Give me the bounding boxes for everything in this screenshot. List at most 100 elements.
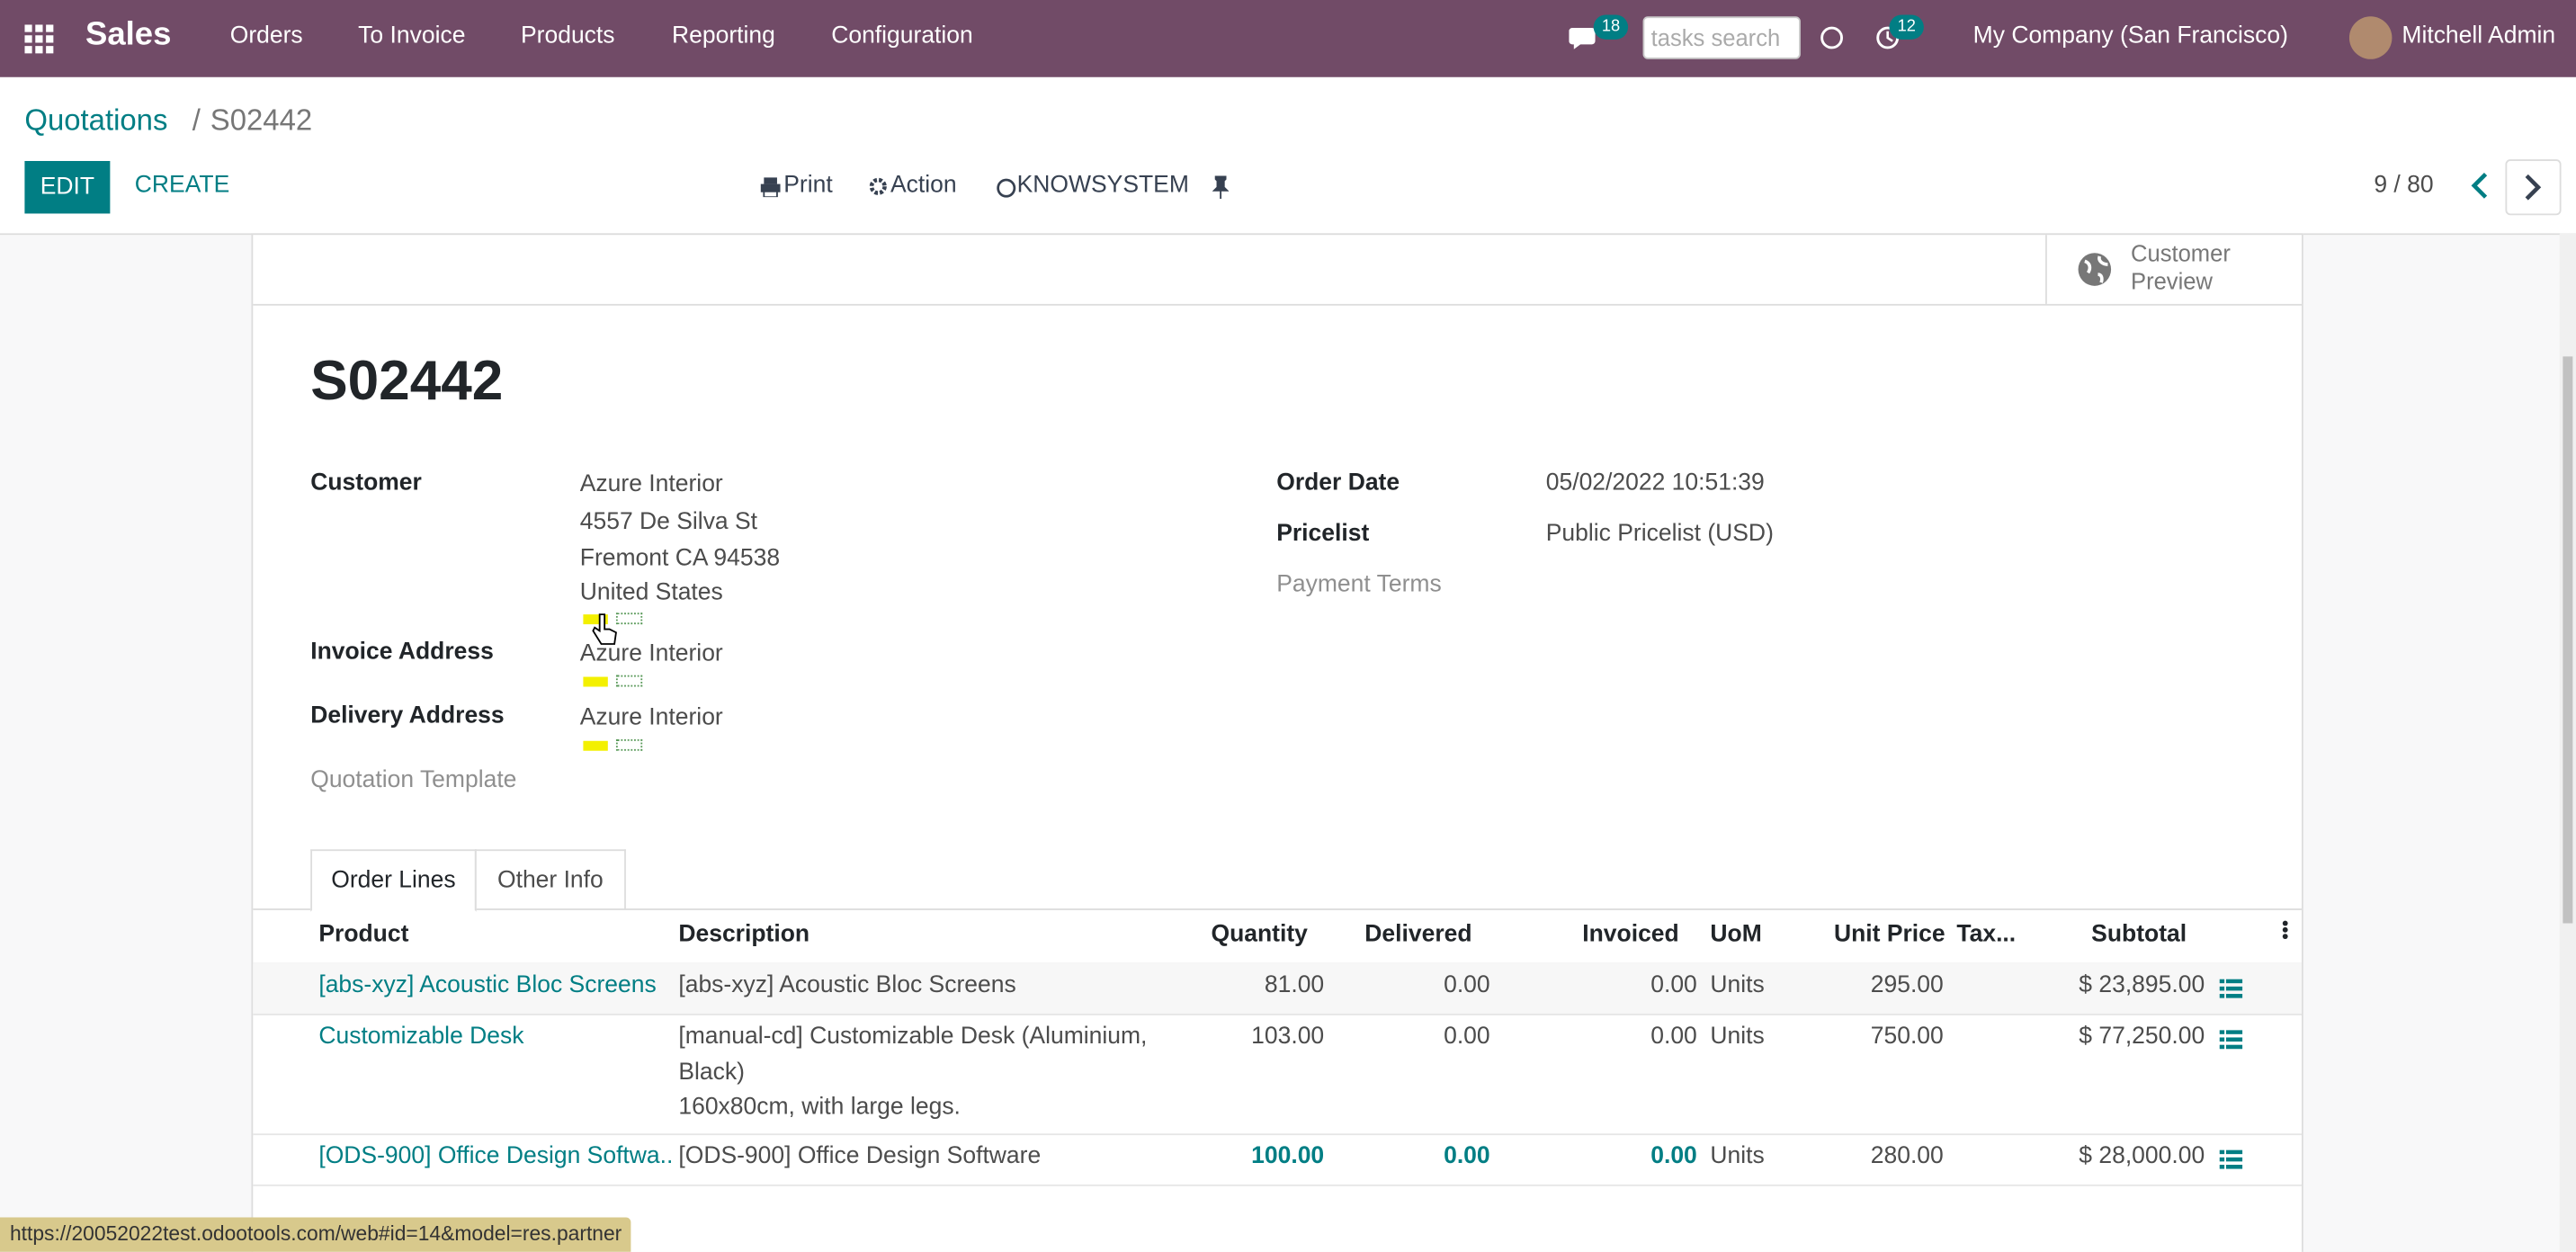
company-switcher[interactable]: My Company (San Francisco): [1972, 22, 2288, 49]
table-cell: 100.00: [1251, 1143, 1325, 1170]
smart-button-text: Customer: [2131, 239, 2231, 266]
product-link[interactable]: [abs-xyz] Acoustic Bloc Screens: [318, 972, 657, 999]
column-header[interactable]: UoM: [1710, 921, 1762, 948]
table-row: [253, 1014, 2302, 1136]
column-header[interactable]: Product: [318, 921, 409, 948]
activity-badge: 12: [1889, 14, 1925, 40]
table-cell: [manual-cd] Customizable Desk (Aluminium…: [678, 1023, 1148, 1121]
sync-icon[interactable]: [1819, 24, 1845, 50]
status-url: https://20052022test.odootools.com/web#i…: [0, 1217, 632, 1252]
action-button[interactable]: Action: [890, 172, 957, 200]
globe-icon: [2078, 253, 2112, 286]
table-row: [253, 1133, 2302, 1186]
scrollbar: [2559, 233, 2576, 1252]
tab-line: [253, 908, 2302, 910]
pager-prev[interactable]: [2464, 171, 2498, 201]
table-cell: 750.00: [1870, 1023, 1944, 1051]
table-cell: $ 28,000.00: [2079, 1143, 2205, 1170]
highlight-marker: [583, 676, 608, 687]
table-cell: 0.00: [1444, 1023, 1490, 1051]
field-label: Payment Terms: [1276, 571, 1442, 598]
field-label: Invoice Address: [310, 639, 494, 666]
form-sheet: Customer Preview S02442 Customer Azure I…: [251, 233, 2303, 1252]
smart-button-text: Preview: [2131, 267, 2213, 294]
row-detail-icon[interactable]: [2219, 976, 2243, 1011]
table-cell: 0.00: [1650, 1143, 1697, 1170]
column-header[interactable]: Unit Price: [1833, 921, 1945, 948]
print-button[interactable]: Print: [783, 172, 833, 200]
table-cell: $ 23,895.00: [2079, 972, 2205, 999]
table-cell: Units: [1710, 972, 1765, 999]
scrollbar-thumb: [2563, 356, 2573, 924]
field-value: Public Pricelist (USD): [1545, 521, 1774, 548]
print-icon: [760, 177, 781, 198]
search-box[interactable]: tasks search: [1642, 16, 1801, 59]
field-label: Order Date: [1276, 470, 1400, 496]
breadcrumb-current: S02442: [210, 103, 313, 137]
highlight-marker: [615, 738, 643, 751]
product-link[interactable]: Customizable Desk: [318, 1023, 524, 1051]
table-cell: 0.00: [1444, 1143, 1490, 1170]
table-cell: 81.00: [1264, 972, 1325, 999]
table-cell: 0.00: [1444, 972, 1490, 999]
edit-button[interactable]: EDIT: [24, 160, 111, 214]
user-menu[interactable]: Mitchell Admin: [2402, 22, 2556, 49]
column-header[interactable]: Description: [678, 921, 810, 948]
table-cell: $ 77,250.00: [2079, 1023, 2205, 1051]
row-detail-icon[interactable]: [2219, 1027, 2243, 1062]
field-label: Quotation Template: [310, 766, 517, 794]
button-box: [253, 235, 2302, 306]
knowsystem-button[interactable]: KNOWSYSTEM: [1016, 172, 1189, 200]
create-button[interactable]: CREATE: [134, 172, 230, 200]
address-line: United States: [579, 579, 723, 606]
search-placeholder: tasks search: [1650, 24, 1781, 51]
table-cell: 280.00: [1870, 1143, 1944, 1170]
breadcrumb-parent[interactable]: Quotations: [24, 103, 168, 137]
pager-next[interactable]: [2505, 159, 2562, 216]
apps-icon[interactable]: [24, 24, 54, 54]
field-value: 05/02/2022 10:51:39: [1545, 470, 1765, 496]
product-link[interactable]: [ODS-900] Office Design Softwa...: [318, 1143, 673, 1170]
breadcrumb-separator: /: [192, 103, 201, 137]
messages-badge: 18: [1593, 14, 1629, 40]
user-avatar[interactable]: [2348, 16, 2393, 59]
delivery-address-link[interactable]: Azure Interior: [579, 704, 723, 731]
menu-item[interactable]: Orders: [229, 22, 303, 49]
table-cell: Units: [1710, 1143, 1765, 1170]
address-line: Fremont CA 94538: [579, 545, 781, 572]
invoice-address-link[interactable]: Azure Interior: [579, 640, 723, 667]
table-cell: Units: [1710, 1023, 1765, 1051]
menu-item[interactable]: Products: [521, 22, 615, 49]
highlight-marker: [615, 675, 643, 687]
app-name[interactable]: Sales: [85, 16, 172, 53]
tab[interactable]: Other Info: [474, 849, 626, 910]
menu-item[interactable]: To Invoice: [358, 22, 466, 49]
column-header[interactable]: Quantity: [1211, 921, 1308, 948]
mouse-cursor: [592, 613, 617, 645]
row-detail-icon[interactable]: [2219, 1147, 2243, 1182]
customer-preview-button[interactable]: Customer Preview: [2045, 235, 2302, 304]
column-header[interactable]: Invoiced: [1582, 921, 1679, 948]
column-header[interactable]: Delivered: [1364, 921, 1472, 948]
column-header[interactable]: Subtotal: [2091, 921, 2187, 948]
knowsystem-icon: [997, 178, 1016, 198]
pin-icon[interactable]: [1212, 175, 1230, 200]
messages-icon[interactable]: [1569, 26, 1598, 50]
table-cell: [abs-xyz] Acoustic Bloc Screens: [678, 972, 1016, 999]
field-label: Customer: [310, 470, 422, 496]
tab-active[interactable]: Order Lines: [310, 849, 477, 912]
field-label: Delivery Address: [310, 702, 505, 729]
table-cell: 0.00: [1650, 972, 1697, 999]
navbar: Sales Orders To Invoice Products Reporti…: [0, 0, 2576, 77]
menu-item[interactable]: Configuration: [831, 22, 973, 49]
table-cell: 103.00: [1251, 1023, 1325, 1051]
table-row: [253, 962, 2302, 1015]
customer-link[interactable]: Azure Interior: [579, 471, 723, 498]
menu-item[interactable]: Reporting: [672, 22, 775, 49]
highlight-marker: [583, 614, 608, 625]
highlight-marker: [615, 613, 643, 625]
column-header[interactable]: Tax...: [1956, 921, 2017, 948]
table-cell: 0.00: [1650, 1023, 1697, 1051]
highlight-marker: [583, 740, 608, 751]
